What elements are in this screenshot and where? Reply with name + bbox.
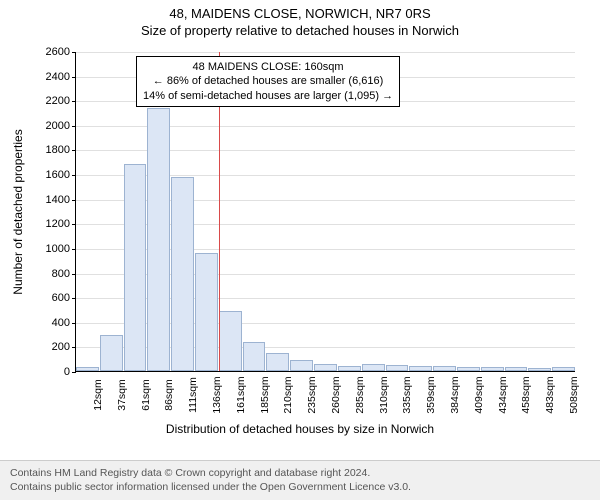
histogram-bar [147, 108, 170, 371]
x-tick: 409sqm [469, 376, 485, 413]
histogram-bar [243, 342, 266, 371]
y-tick: 2400 [46, 71, 76, 83]
x-tick: 458sqm [516, 376, 532, 413]
x-tick: 508sqm [564, 376, 580, 413]
histogram-bar [481, 367, 504, 371]
x-tick: 12sqm [88, 379, 104, 411]
credit-line2: Contains public sector information licen… [10, 481, 590, 495]
info-box-line2: ← 86% of detached houses are smaller (6,… [143, 74, 393, 88]
y-tick: 1400 [46, 194, 76, 206]
y-tick: 2000 [46, 120, 76, 132]
x-tick: 359sqm [421, 376, 437, 413]
histogram-bar [433, 366, 456, 371]
x-tick: 210sqm [278, 376, 294, 413]
x-tick: 335sqm [397, 376, 413, 413]
plot-area: 0200400600800100012001400160018002000220… [75, 52, 575, 372]
x-tick: 260sqm [326, 376, 342, 413]
chart-container: Number of detached properties 0200400600… [0, 42, 600, 452]
info-box: 48 MAIDENS CLOSE: 160sqm ← 86% of detach… [136, 56, 400, 107]
x-tick: 185sqm [255, 376, 271, 413]
histogram-bar [338, 366, 361, 371]
x-tick: 61sqm [136, 379, 152, 411]
page-title-line2: Size of property relative to detached ho… [0, 21, 600, 42]
y-tick: 2600 [46, 46, 76, 58]
histogram-bar [409, 366, 432, 371]
y-tick: 1000 [46, 243, 76, 255]
histogram-bar [171, 177, 194, 371]
histogram-bar [290, 360, 313, 371]
histogram-bar [528, 368, 551, 371]
histogram-bar [552, 367, 575, 371]
y-tick: 2200 [46, 95, 76, 107]
x-tick: 111sqm [183, 377, 199, 413]
histogram-bar [100, 335, 123, 371]
y-tick: 1200 [46, 218, 76, 230]
info-box-line3: 14% of semi-detached houses are larger (… [143, 89, 393, 103]
info-box-line1: 48 MAIDENS CLOSE: 160sqm [143, 60, 393, 74]
histogram-bar [124, 164, 147, 371]
x-tick: 161sqm [231, 376, 247, 413]
x-axis-label: Distribution of detached houses by size … [166, 422, 434, 436]
y-tick: 1800 [46, 144, 76, 156]
histogram-bar [386, 365, 409, 371]
histogram-bar [195, 253, 218, 371]
y-axis-label: Number of detached properties [11, 129, 25, 294]
credit-box: Contains HM Land Registry data © Crown c… [0, 460, 600, 500]
x-tick: 483sqm [540, 376, 556, 413]
x-tick: 434sqm [493, 376, 509, 413]
page-title-line1: 48, MAIDENS CLOSE, NORWICH, NR7 0RS [0, 0, 600, 21]
histogram-bar [76, 367, 99, 371]
x-tick: 86sqm [159, 379, 175, 411]
histogram-bar [457, 367, 480, 371]
x-tick: 310sqm [374, 376, 390, 413]
histogram-bar [219, 311, 242, 371]
y-tick: 200 [52, 341, 76, 353]
histogram-bar [266, 353, 289, 371]
x-tick: 37sqm [112, 379, 128, 411]
gridline [76, 52, 575, 53]
y-tick: 400 [52, 317, 76, 329]
x-tick: 136sqm [207, 376, 223, 413]
histogram-bar [505, 367, 528, 371]
histogram-bar [362, 364, 385, 371]
y-tick: 600 [52, 292, 76, 304]
y-tick: 0 [64, 366, 76, 378]
x-tick: 235sqm [302, 376, 318, 413]
credit-line1: Contains HM Land Registry data © Crown c… [10, 467, 590, 481]
y-tick: 1600 [46, 169, 76, 181]
histogram-bar [314, 364, 337, 371]
x-tick: 384sqm [445, 376, 461, 413]
x-tick: 285sqm [350, 376, 366, 413]
y-tick: 800 [52, 268, 76, 280]
